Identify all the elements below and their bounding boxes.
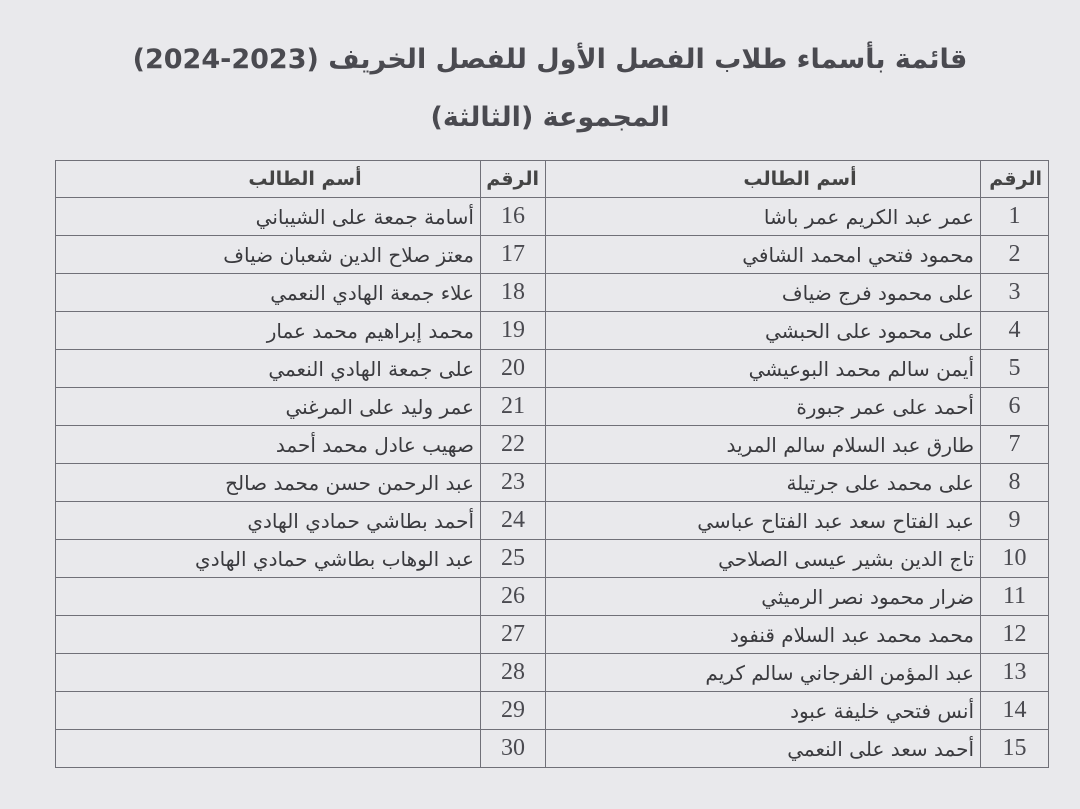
left-student-name: أحمد بطاشي حمادي الهادي [55, 501, 481, 540]
right-student-number: 3 [980, 273, 1049, 312]
left-student-name [55, 691, 481, 730]
table-row: 11 ضرار محمود نصر الرميثي 26 [55, 577, 1049, 616]
right-student-name: تاج الدين بشير عيسى الصلاحي [545, 539, 981, 578]
right-student-name: أنس فتحي خليفة عبود [545, 691, 981, 730]
table-row: 10 تاج الدين بشير عيسى الصلاحي 25 عبد الوها… [55, 539, 1049, 578]
right-student-number: 8 [980, 463, 1049, 502]
header-name-right: أسم الطالب [545, 160, 981, 198]
left-student-number: 30 [480, 729, 546, 768]
left-student-name: عبد الوهاب بطاشي حمادي الهادي [55, 539, 481, 578]
right-student-number: 1 [980, 197, 1049, 236]
table-header-row: الرقم أسم الطالب الرقم أسم الطالب [55, 160, 1049, 198]
left-student-number: 20 [480, 349, 546, 388]
left-student-number: 26 [480, 577, 546, 616]
left-student-number: 19 [480, 311, 546, 350]
right-student-number: 13 [980, 653, 1049, 692]
table-row: 15 أحمد سعد على النعمي 30 [55, 729, 1049, 768]
right-student-name: على محمد على جرتيلة [545, 463, 981, 502]
left-student-name: محمد إبراهيم محمد عمار [55, 311, 481, 350]
right-student-number: 4 [980, 311, 1049, 350]
left-student-name [55, 653, 481, 692]
right-student-number: 12 [980, 615, 1049, 654]
left-student-number: 16 [480, 197, 546, 236]
right-student-name: محمد محمد عبد السلام قنفود [545, 615, 981, 654]
table-row: 13 عبد المؤمن الفرجاني سالم كريم 28 [55, 653, 1049, 692]
left-student-number: 27 [480, 615, 546, 654]
right-student-name: أحمد على عمر جبورة [545, 387, 981, 426]
right-student-name: على محمود على الحبشي [545, 311, 981, 350]
table-row: 8 على محمد على جرتيلة 23 عبد الرحمن حسن محم… [55, 463, 1049, 502]
header-name-left: أسم الطالب [55, 160, 481, 198]
left-student-number: 22 [480, 425, 546, 464]
right-student-number: 2 [980, 235, 1049, 274]
table-row: 5 أيمن سالم محمد البوعيشي 20 على جمعة الهاد… [55, 349, 1049, 388]
left-student-name: على جمعة الهادي النعمي [55, 349, 481, 388]
student-table: الرقم أسم الطالب الرقم أسم الطالب 1 عمر ع… [55, 160, 1049, 768]
left-student-name [55, 577, 481, 616]
left-student-number: 28 [480, 653, 546, 692]
right-student-number: 9 [980, 501, 1049, 540]
header-number-left: الرقم [480, 160, 546, 198]
left-student-name: علاء جمعة الهادي النعمي [55, 273, 481, 312]
left-student-number: 24 [480, 501, 546, 540]
table-row: 6 أحمد على عمر جبورة 21 عمر وليد على المرغن… [55, 387, 1049, 426]
table-row: 4 على محمود على الحبشي 19 محمد إبراهيم محمد… [55, 311, 1049, 350]
left-student-number: 17 [480, 235, 546, 274]
right-student-name: أيمن سالم محمد البوعيشي [545, 349, 981, 388]
right-student-number: 10 [980, 539, 1049, 578]
right-student-number: 11 [980, 577, 1049, 616]
table-row: 9 عبد الفتاح سعد عبد الفتاح عباسي 24 أحمد ب… [55, 501, 1049, 540]
right-student-name: طارق عبد السلام سالم المريد [545, 425, 981, 464]
left-student-number: 29 [480, 691, 546, 730]
right-student-name: عبد الفتاح سعد عبد الفتاح عباسي [545, 501, 981, 540]
table-row: 1 عمر عبد الكريم عمر باشا 16 أسامة جمعة على… [55, 197, 1049, 236]
right-student-name: على محمود فرج ضياف [545, 273, 981, 312]
page-title: قائمة بأسماء طلاب الفصل الأول للفصل الخر… [132, 44, 968, 75]
right-student-name: ضرار محمود نصر الرميثي [545, 577, 981, 616]
left-student-name [55, 615, 481, 654]
table-row: 14 أنس فتحي خليفة عبود 29 [55, 691, 1049, 730]
left-student-name: معتز صلاح الدين شعبان ضياف [55, 235, 481, 274]
right-student-number: 5 [980, 349, 1049, 388]
right-student-number: 15 [980, 729, 1049, 768]
left-student-number: 21 [480, 387, 546, 426]
page-subtitle: المجموعة (الثالثة) [430, 102, 670, 133]
right-student-number: 6 [980, 387, 1049, 426]
table-row: 12 محمد محمد عبد السلام قنفود 27 [55, 615, 1049, 654]
left-student-number: 23 [480, 463, 546, 502]
left-student-name: صهيب عادل محمد أحمد [55, 425, 481, 464]
right-student-number: 14 [980, 691, 1049, 730]
right-student-number: 7 [980, 425, 1049, 464]
right-student-name: أحمد سعد على النعمي [545, 729, 981, 768]
left-student-name: أسامة جمعة على الشيباني [55, 197, 481, 236]
left-student-number: 25 [480, 539, 546, 578]
left-student-name: عبد الرحمن حسن محمد صالح [55, 463, 481, 502]
right-student-name: عمر عبد الكريم عمر باشا [545, 197, 981, 236]
left-student-number: 18 [480, 273, 546, 312]
right-student-name: محمود فتحي امحمد الشافي [545, 235, 981, 274]
left-student-name: عمر وليد على المرغني [55, 387, 481, 426]
table-row: 3 على محمود فرج ضياف 18 علاء جمعة الهادي ال… [55, 273, 1049, 312]
table-row: 7 طارق عبد السلام سالم المريد 22 صهيب عادل … [55, 425, 1049, 464]
right-student-name: عبد المؤمن الفرجاني سالم كريم [545, 653, 981, 692]
table-row: 2 محمود فتحي امحمد الشافي 17 معتز صلاح الدي… [55, 235, 1049, 274]
header-number-right: الرقم [980, 160, 1049, 198]
left-student-name [55, 729, 481, 768]
